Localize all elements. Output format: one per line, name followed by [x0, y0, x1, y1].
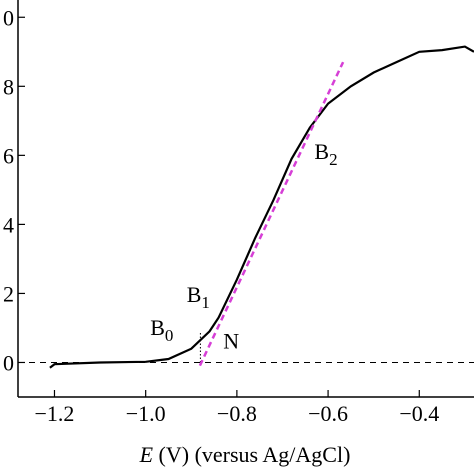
x-tick-label: −1.2 [35, 401, 75, 426]
annotation-subscript: 2 [329, 150, 338, 169]
fit-line [198, 61, 345, 367]
annotation-text: N [223, 329, 239, 354]
y-tick-label: 6 [3, 143, 14, 168]
y-tick-label: 8 [3, 74, 14, 99]
data-line [49, 45, 474, 369]
annotation-subscript: 1 [201, 293, 210, 312]
annotation-text: B [314, 139, 329, 164]
y-tick-label: 4 [3, 212, 14, 237]
x-tick-label: −0.4 [399, 401, 439, 426]
x-axis-variable: E [139, 442, 154, 467]
annotation-text: B [150, 315, 165, 340]
y-tick-label: 2 [3, 281, 14, 306]
x-tick-label: −0.8 [217, 401, 257, 426]
x-axis-label: E (V) (versus Ag/AgCl) [139, 442, 351, 467]
y-tick-label: 0 [3, 5, 14, 30]
annotation: B0 [150, 315, 173, 345]
annotation-text: B [187, 282, 202, 307]
x-tick-label: −1.0 [126, 401, 166, 426]
y-tick-label: 0 [3, 350, 14, 375]
annotation: B2 [314, 139, 337, 169]
annotation-subscript: 0 [165, 326, 174, 345]
annotation: N [223, 329, 239, 354]
annotation: B1 [187, 282, 210, 312]
x-axis-unit: (V) (versus Ag/AgCl) [159, 442, 351, 467]
x-tick-label: −0.6 [308, 401, 348, 426]
